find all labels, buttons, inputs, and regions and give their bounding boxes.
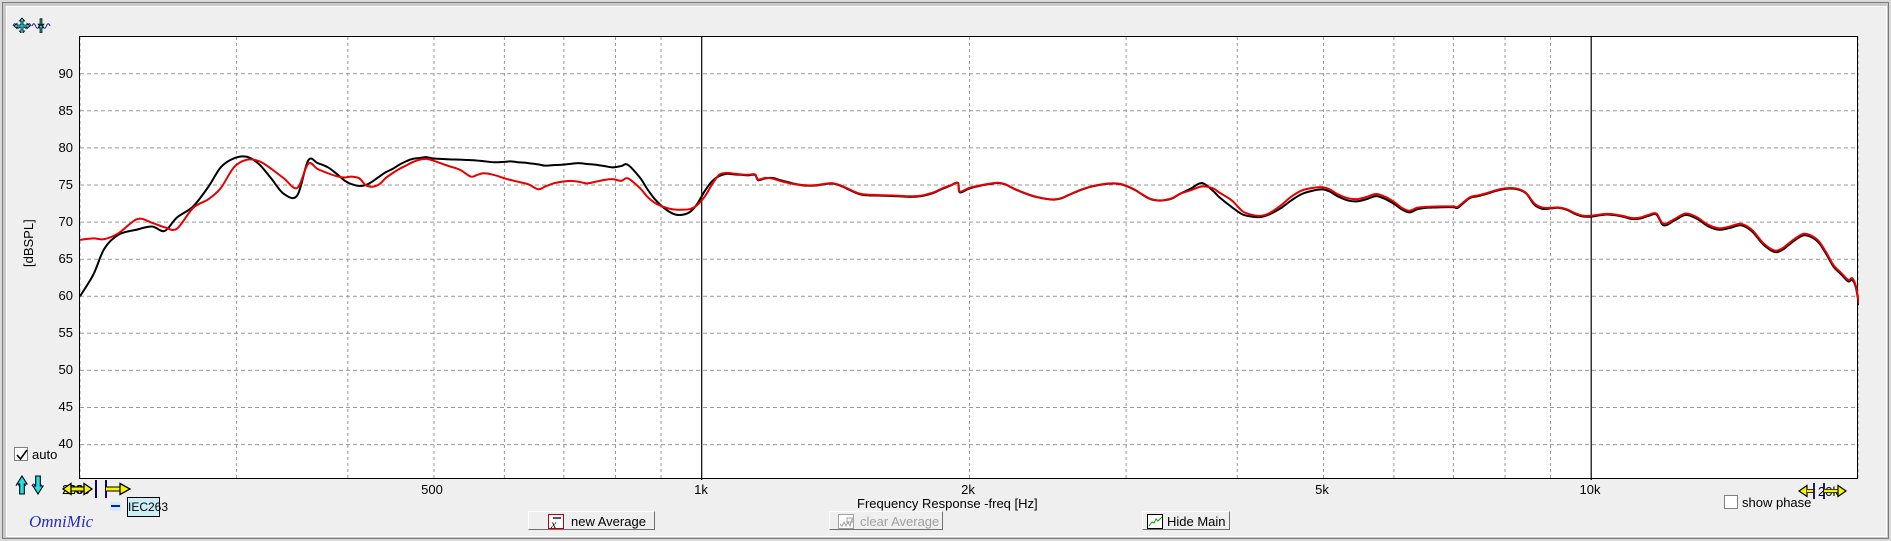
svg-text:x: x [550, 517, 557, 530]
